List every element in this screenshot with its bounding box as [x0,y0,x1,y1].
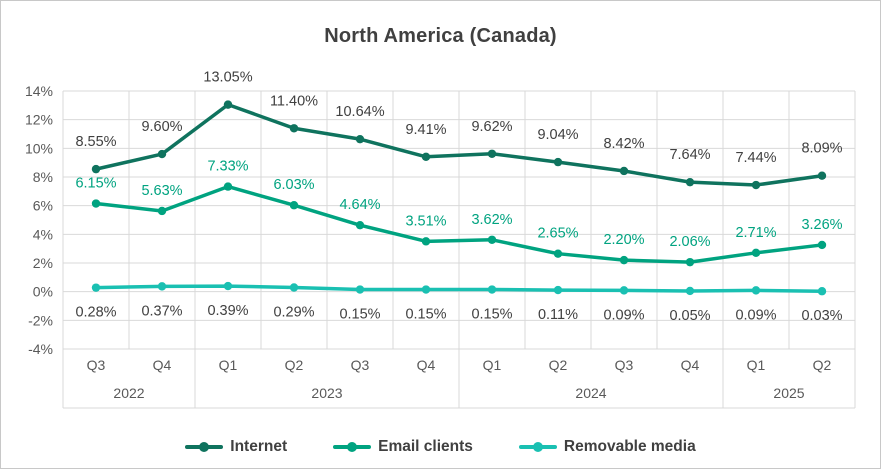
svg-text:7.64%: 7.64% [669,147,710,163]
svg-text:12%: 12% [25,112,53,128]
svg-text:8%: 8% [33,169,53,185]
svg-text:Q3: Q3 [351,357,370,373]
svg-text:3.51%: 3.51% [405,213,446,229]
svg-text:0.37%: 0.37% [141,303,182,319]
svg-text:2023: 2023 [311,385,342,401]
svg-text:3.26%: 3.26% [801,217,842,233]
legend-marker-removable-media-icon [518,442,557,452]
svg-text:14%: 14% [25,83,53,99]
svg-text:-2%: -2% [28,312,53,328]
svg-text:Q4: Q4 [681,357,700,373]
svg-text:9.60%: 9.60% [141,119,182,135]
svg-text:9.04%: 9.04% [537,127,578,143]
legend-item-internet[interactable]: Internet [185,438,287,456]
svg-text:7.44%: 7.44% [735,150,776,166]
svg-text:8.55%: 8.55% [75,134,116,150]
svg-text:7.33%: 7.33% [207,159,248,175]
svg-text:0%: 0% [33,284,53,300]
svg-text:0.15%: 0.15% [339,307,380,323]
svg-text:6.03%: 6.03% [273,177,314,193]
svg-text:0.05%: 0.05% [669,308,710,324]
svg-text:6%: 6% [33,198,53,214]
svg-text:3.62%: 3.62% [471,212,512,228]
svg-text:2.20%: 2.20% [603,232,644,248]
svg-text:11.40%: 11.40% [270,93,318,109]
svg-text:0.15%: 0.15% [405,307,446,323]
svg-text:-4%: -4% [28,341,53,357]
svg-text:0.09%: 0.09% [735,307,776,323]
svg-text:0.39%: 0.39% [207,303,248,319]
svg-text:2022: 2022 [113,385,144,401]
svg-text:10%: 10% [25,140,53,156]
legend: Internet Email clients Removable media [1,438,880,456]
svg-text:Q4: Q4 [417,357,436,373]
svg-text:Q1: Q1 [747,357,766,373]
svg-text:0.03%: 0.03% [801,308,842,324]
svg-text:2.71%: 2.71% [735,225,776,241]
svg-text:2.65%: 2.65% [537,226,578,242]
legend-marker-internet-icon [185,442,224,452]
svg-text:4%: 4% [33,226,53,242]
svg-text:Q1: Q1 [219,357,238,373]
svg-text:9.41%: 9.41% [405,122,446,138]
svg-text:0.28%: 0.28% [75,305,116,321]
svg-text:13.05%: 13.05% [203,70,252,86]
legend-label-email-clients: Email clients [378,438,473,455]
svg-text:Q3: Q3 [87,357,106,373]
svg-text:8.09%: 8.09% [801,141,842,157]
svg-text:0.11%: 0.11% [538,307,578,323]
svg-text:2.06%: 2.06% [669,234,710,250]
svg-text:Q4: Q4 [153,357,172,373]
legend-label-internet: Internet [230,438,288,455]
svg-text:0.15%: 0.15% [471,307,512,323]
chart-title: North America (Canada) [324,25,557,47]
svg-text:10.64%: 10.64% [335,104,384,120]
svg-text:Q1: Q1 [483,357,502,373]
svg-text:4.64%: 4.64% [339,197,380,213]
svg-text:0.29%: 0.29% [273,305,314,321]
svg-text:8.42%: 8.42% [603,136,644,152]
svg-text:2025: 2025 [773,385,804,401]
svg-text:2%: 2% [33,255,53,271]
legend-label-removable-media: Removable media [563,438,696,455]
svg-text:Q3: Q3 [615,357,634,373]
svg-text:Q2: Q2 [549,357,568,373]
legend-item-email-clients[interactable]: Email clients [333,438,473,456]
svg-text:0.09%: 0.09% [603,307,644,323]
legend-marker-email-clients-icon [333,442,372,452]
svg-text:Q2: Q2 [813,357,832,373]
svg-text:5.63%: 5.63% [141,183,182,199]
svg-text:2024: 2024 [575,385,606,401]
legend-item-removable-media[interactable]: Removable media [518,438,696,456]
svg-text:Q2: Q2 [285,357,304,373]
svg-text:9.62%: 9.62% [471,119,512,135]
svg-text:6.15%: 6.15% [75,176,116,192]
